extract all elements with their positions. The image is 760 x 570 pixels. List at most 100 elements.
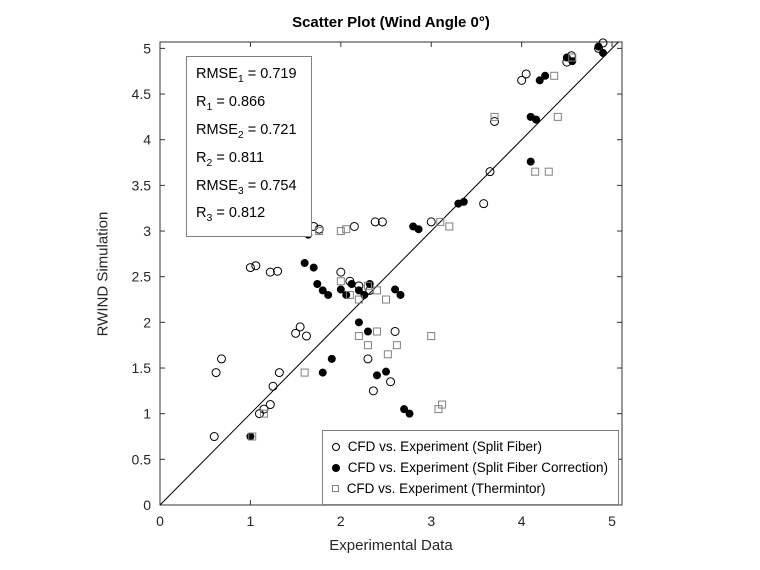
y-tick-label: 3 <box>143 223 151 239</box>
x-tick-label: 0 <box>156 513 164 529</box>
point-thermintor <box>315 227 324 236</box>
point-thermintor <box>383 350 392 359</box>
stat-name: R <box>196 205 207 222</box>
point-split-fiber-correction <box>309 263 318 272</box>
stat-subscript: 1 <box>237 72 244 85</box>
point-split-fiber <box>291 328 301 338</box>
legend-item-thermintor: CFD vs. Experiment (Thermintor) <box>331 478 608 499</box>
point-split-fiber-correction <box>324 290 333 299</box>
point-thermintor <box>300 368 309 377</box>
point-split-fiber-correction <box>414 225 423 234</box>
point-split-fiber <box>209 432 219 442</box>
chart-title: Scatter Plot (Wind Angle 0°) <box>292 14 490 31</box>
point-thermintor <box>336 227 345 236</box>
point-split-fiber <box>273 266 283 276</box>
point-split-fiber <box>216 354 226 364</box>
identity-line <box>159 41 619 506</box>
legend-marker-circle-open-icon <box>331 442 340 451</box>
y-tick-label: 3.5 <box>132 177 152 193</box>
y-tick-label: 4.5 <box>132 86 152 102</box>
point-split-fiber-correction <box>354 318 363 327</box>
legend: CFD vs. Experiment (Split Fiber) CFD vs.… <box>321 430 619 505</box>
stat-line-r2: R2 = 0.811 <box>196 147 297 175</box>
point-split-fiber <box>265 400 275 410</box>
stat-name: R <box>196 93 207 110</box>
point-split-fiber <box>485 167 495 177</box>
stat-line-r1: R1 = 0.866 <box>196 91 297 119</box>
y-tick-label: 2.5 <box>132 269 152 285</box>
y-tick-label: 4 <box>143 132 151 148</box>
point-split-fiber <box>265 267 275 277</box>
stat-subscript: 2 <box>237 128 244 141</box>
stat-value: = 0.866 <box>212 93 266 110</box>
point-thermintor <box>372 327 381 336</box>
point-split-fiber-correction <box>246 432 255 441</box>
point-thermintor <box>438 400 447 409</box>
y-axis-label: RWIND Simulation <box>94 211 112 337</box>
point-thermintor <box>354 295 363 304</box>
point-split-fiber <box>426 217 436 227</box>
legend-label: CFD vs. Experiment (Split Fiber Correcti… <box>347 460 608 475</box>
point-split-fiber <box>268 381 278 391</box>
point-thermintor <box>336 277 345 286</box>
point-split-fiber-correction <box>541 71 550 80</box>
point-split-fiber-correction <box>594 42 603 51</box>
point-split-fiber <box>390 326 400 336</box>
point-split-fiber-correction <box>400 405 409 414</box>
point-split-fiber-correction <box>535 76 544 85</box>
point-thermintor <box>363 341 372 350</box>
point-split-fiber-correction <box>347 280 356 289</box>
point-thermintor <box>372 286 381 295</box>
stat-name: RMSE <box>196 121 238 138</box>
stat-value: = 0.754 <box>243 177 297 194</box>
point-thermintor <box>345 290 354 299</box>
point-split-fiber <box>254 409 264 419</box>
point-thermintor <box>550 71 559 80</box>
y-tick-label: 1 <box>143 406 151 422</box>
y-tick-label: 0 <box>143 497 151 513</box>
point-split-fiber <box>368 386 378 396</box>
legend-item-split-fiber-correction: CFD vs. Experiment (Split Fiber Correcti… <box>331 457 608 478</box>
point-split-fiber-correction <box>405 409 414 418</box>
point-split-fiber <box>521 69 531 79</box>
x-axis-label: Experimental Data <box>329 537 453 554</box>
point-split-fiber-correction <box>300 258 309 267</box>
stat-line-rmse1: RMSE1 = 0.719 <box>196 63 297 91</box>
point-split-fiber <box>301 331 311 341</box>
point-split-fiber-correction <box>318 368 327 377</box>
point-split-fiber-correction <box>599 48 608 57</box>
point-split-fiber-correction <box>526 157 535 166</box>
point-thermintor <box>568 53 577 62</box>
point-split-fiber-correction <box>459 197 468 206</box>
point-split-fiber-correction <box>391 285 400 294</box>
legend-label: CFD vs. Experiment (Thermintor) <box>346 481 546 496</box>
point-split-fiber-correction <box>532 115 541 124</box>
point-thermintor <box>354 332 363 341</box>
legend-marker-circle-filled-icon <box>331 463 340 472</box>
stat-subscript: 3 <box>237 184 244 197</box>
point-split-fiber-correction <box>360 290 369 299</box>
stat-subscript: 2 <box>206 156 213 169</box>
stat-line-r3: R3 = 0.812 <box>196 202 297 230</box>
x-tick-label: 5 <box>608 513 616 529</box>
point-split-fiber <box>245 263 255 273</box>
point-thermintor <box>436 217 445 226</box>
point-thermintor <box>259 409 268 418</box>
point-split-fiber <box>349 221 359 231</box>
stat-value: = 0.811 <box>212 149 265 166</box>
point-split-fiber-correction <box>327 354 336 363</box>
point-thermintor <box>248 432 257 441</box>
stat-line-rmse3: RMSE3 = 0.754 <box>196 175 297 203</box>
stats-annotation-box: RMSE1 = 0.719 R1 = 0.866 RMSE2 = 0.721 R… <box>186 56 312 238</box>
legend-label: CFD vs. Experiment (Split Fiber) <box>347 439 542 454</box>
point-split-fiber-correction <box>336 285 345 294</box>
legend-item-split-fiber: CFD vs. Experiment (Split Fiber) <box>331 436 608 457</box>
point-thermintor <box>553 112 562 121</box>
point-thermintor <box>544 167 553 176</box>
y-tick-label: 1.5 <box>132 360 152 376</box>
stat-name: RMSE <box>196 66 238 82</box>
stat-value: = 0.719 <box>243 66 297 82</box>
point-split-fiber-correction <box>396 290 405 299</box>
point-split-fiber <box>490 116 500 126</box>
point-thermintor <box>382 295 391 304</box>
